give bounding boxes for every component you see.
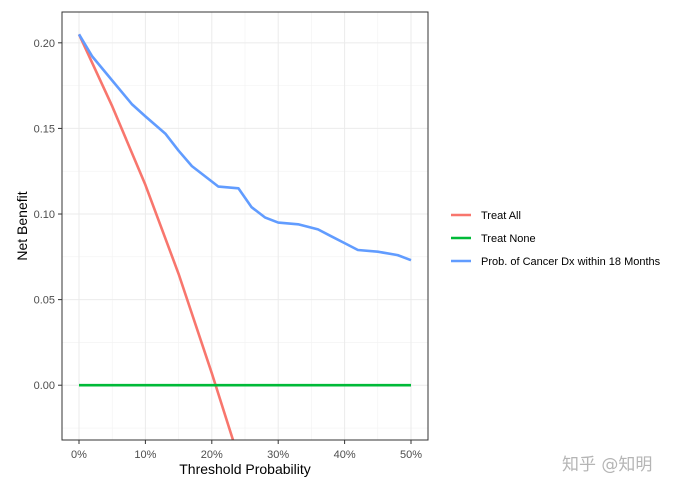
y-tick-label: 0.20 (34, 38, 55, 50)
grid-minor (62, 12, 428, 440)
x-tick-label: 50% (400, 449, 422, 461)
legend: Treat All Treat None Prob. of Cancer Dx wi… (451, 210, 661, 268)
x-tick-label: 0% (71, 449, 87, 461)
x-tick-label: 10% (134, 449, 156, 461)
y-tick-label: 0.05 (34, 295, 55, 307)
y-axis: 0.00 0.05 0.10 0.15 0.20 (34, 38, 62, 392)
watermark: 知乎 @知明 (562, 455, 652, 475)
x-axis-title: Threshold Probability (179, 461, 311, 477)
y-axis-title: Net Benefit (14, 191, 30, 260)
y-tick-label: 0.15 (34, 123, 55, 135)
series-line-2 (77, 33, 412, 262)
grid-major (62, 12, 428, 440)
plot-border (61, 11, 429, 441)
y-tick-label: 0.00 (34, 380, 55, 392)
series-lines (77, 33, 412, 441)
legend-label-1: Treat None (481, 233, 536, 245)
y-tick-label: 0.10 (34, 209, 55, 221)
x-tick-label: 40% (334, 449, 356, 461)
legend-label-2: Prob. of Cancer Dx within 18 Months (481, 256, 661, 268)
x-tick-label: 30% (267, 449, 289, 461)
x-tick-label: 20% (201, 449, 223, 461)
legend-label-0: Treat All (481, 210, 521, 222)
x-axis: 0% 10% 20% 30% 40% 50% (71, 440, 422, 461)
